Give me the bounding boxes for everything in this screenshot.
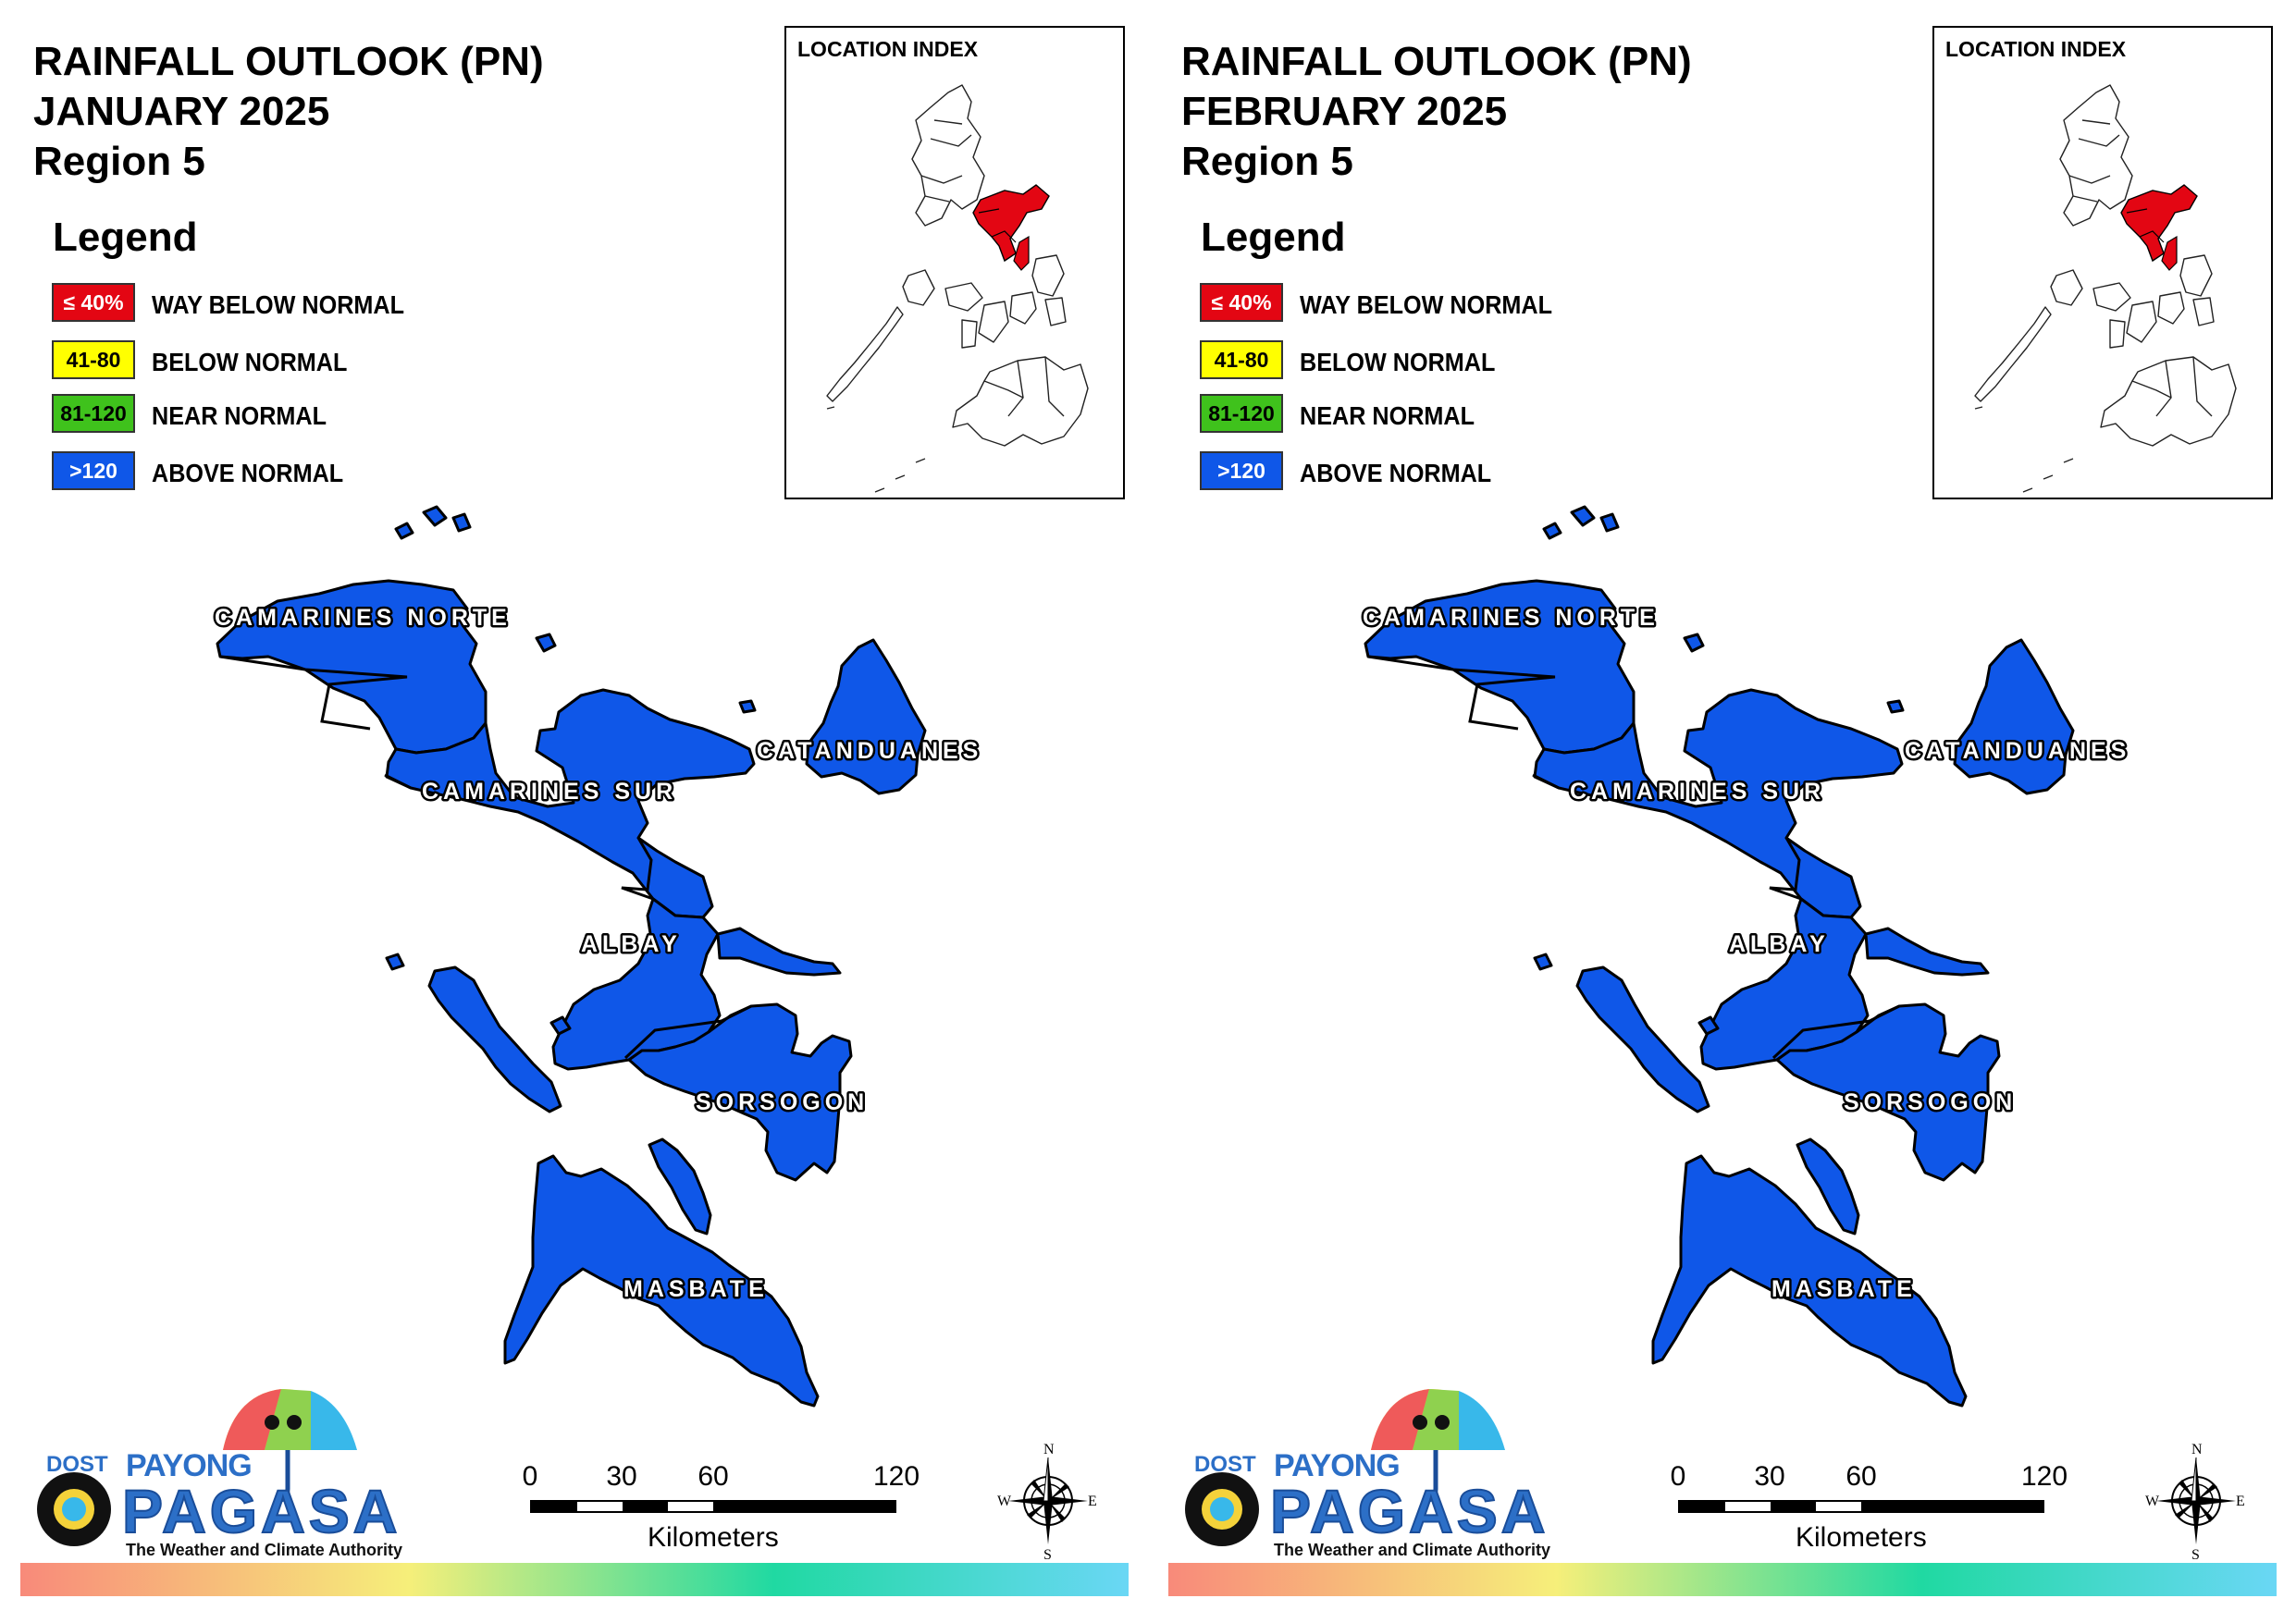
location-index-inset: LOCATION INDEX — [1932, 26, 2273, 499]
province-label-albay: ALBAY — [581, 931, 682, 957]
title-line-2: FEBRUARY 2025 — [1181, 89, 1508, 134]
legend-label: ABOVE NORMAL — [152, 459, 344, 487]
scale-tick: 60 — [697, 1461, 729, 1492]
province-masbate — [503, 1154, 820, 1408]
province-label-sorsogon: SORSOGON — [1844, 1089, 2017, 1115]
region-5-highlight — [972, 184, 1050, 263]
compass-w: W — [2145, 1494, 2160, 1509]
province-catanduanes — [805, 638, 927, 795]
province-camarines-norte — [216, 579, 488, 755]
region-5-highlight — [2120, 184, 2198, 263]
compass-e: E — [2236, 1494, 2245, 1509]
logo-payong: PAYONG — [126, 1448, 253, 1483]
title-line-3: Region 5 — [1181, 139, 1353, 184]
legend-label: NEAR NORMAL — [152, 401, 327, 430]
province-catanduanes — [1953, 638, 2075, 795]
legend-swatch: 81-120 — [52, 394, 135, 433]
province-label-camarines-sur: CAMARINES SUR — [1570, 779, 1825, 805]
location-index-inset: LOCATION INDEX — [784, 26, 1125, 499]
compass-w: W — [997, 1494, 1012, 1509]
legend-swatch: 81-120 — [1200, 394, 1283, 433]
province-label-sorsogon: SORSOGON — [696, 1089, 869, 1115]
province-label-camarines-norte: CAMARINES NORTE — [1363, 605, 1660, 631]
scale-tick: 0 — [1670, 1461, 1686, 1492]
inset-title: LOCATION INDEX — [797, 37, 979, 61]
inset-title: LOCATION INDEX — [1945, 37, 2127, 61]
legend-swatch: >120 — [1200, 451, 1283, 490]
logo-dost: DOST — [1194, 1452, 1256, 1477]
footer-gradient-bar — [1168, 1563, 2277, 1596]
scale-bar: 0 30 60 120 Kilometers — [1666, 1452, 2073, 1554]
legend-swatch: >120 — [52, 451, 135, 490]
legend-swatch: ≤ 40% — [52, 283, 135, 322]
umbrella-logo-icon — [1185, 1388, 1505, 1546]
province-masbate — [1651, 1154, 1968, 1408]
legend-label: ABOVE NORMAL — [1300, 459, 1492, 487]
logo-dost: DOST — [46, 1452, 108, 1477]
province-label-camarines-norte: CAMARINES NORTE — [215, 605, 512, 631]
legend-swatch: ≤ 40% — [1200, 283, 1283, 322]
logo-pagasa: PAGASA — [121, 1476, 401, 1546]
logo-pagasa: PAGASA — [1269, 1476, 1549, 1546]
province-label-catanduanes: CATANDUANES — [1905, 738, 2130, 764]
legend-label: WAY BELOW NORMAL — [152, 290, 405, 319]
legend-title: Legend — [53, 215, 198, 260]
scale-unit: Kilometers — [648, 1522, 779, 1553]
province-label-masbate: MASBATE — [623, 1276, 769, 1302]
map-title: RAINFALL OUTLOOK (PN) JANUARY 2025 Regio… — [33, 37, 544, 187]
philippines-outline — [826, 84, 1089, 493]
province-camarines-sur — [385, 688, 756, 919]
umbrella-logo-icon — [37, 1388, 357, 1546]
province-label-masbate: MASBATE — [1771, 1276, 1917, 1302]
legend-label: BELOW NORMAL — [1300, 348, 1496, 376]
scale-tick: 120 — [2020, 1461, 2068, 1492]
scale-tick: 30 — [1754, 1461, 1785, 1492]
scale-tick: 60 — [1845, 1461, 1877, 1492]
outlook-panel-february: RAINFALL OUTLOOK (PN) FEBRUARY 2025 Regi… — [1148, 0, 2296, 1623]
scale-tick: 0 — [522, 1461, 538, 1492]
province-camarines-sur — [1533, 688, 1904, 919]
scale-unit: Kilometers — [1796, 1522, 1927, 1553]
compass-n: N — [2191, 1442, 2203, 1457]
title-line-1: RAINFALL OUTLOOK (PN) — [1181, 39, 1692, 84]
scale-bar: 0 30 60 120 Kilometers — [518, 1452, 925, 1554]
legend-swatch: 41-80 — [52, 340, 135, 379]
logo-tagline: The Weather and Climate Authority — [126, 1541, 403, 1559]
compass-rose-icon: N E S W — [2145, 1442, 2245, 1561]
province-label-catanduanes: CATANDUANES — [757, 738, 982, 764]
legend-label: BELOW NORMAL — [152, 348, 348, 376]
compass-s: S — [1043, 1547, 1052, 1561]
payong-pagasa-logo: DOST PAYONG PAGASA The Weather and Clima… — [33, 1387, 402, 1563]
title-line-1: RAINFALL OUTLOOK (PN) — [33, 39, 544, 84]
scale-bar-graphic — [1678, 1500, 2044, 1513]
footer-gradient-bar — [20, 1563, 1129, 1596]
compass-e: E — [1088, 1494, 1097, 1509]
province-label-camarines-sur: CAMARINES SUR — [422, 779, 677, 805]
legend-label: WAY BELOW NORMAL — [1300, 290, 1553, 319]
map-title: RAINFALL OUTLOOK (PN) FEBRUARY 2025 Regi… — [1181, 37, 1692, 187]
region-5-map: CAMARINES NORTE CAMARINES SUR CATANDUANE… — [213, 505, 982, 1408]
title-line-3: Region 5 — [33, 139, 205, 184]
legend-swatch: 41-80 — [1200, 340, 1283, 379]
philippines-outline — [1974, 84, 2237, 493]
region-5-map: CAMARINES NORTE CAMARINES SUR CATANDUANE… — [1361, 505, 2130, 1408]
scale-bar-graphic — [530, 1500, 896, 1513]
legend-label: NEAR NORMAL — [1300, 401, 1475, 430]
scale-tick: 30 — [606, 1461, 637, 1492]
compass-s: S — [2191, 1547, 2200, 1561]
province-label-albay: ALBAY — [1729, 931, 1830, 957]
compass-n: N — [1043, 1442, 1055, 1457]
compass-rose-icon: N E S W — [997, 1442, 1097, 1561]
logo-payong: PAYONG — [1274, 1448, 1401, 1483]
legend-title: Legend — [1201, 215, 1346, 260]
logo-tagline: The Weather and Climate Authority — [1274, 1541, 1551, 1559]
title-line-2: JANUARY 2025 — [33, 89, 330, 134]
outlook-panel-january: RAINFALL OUTLOOK (PN) JANUARY 2025 Regio… — [20, 26, 1129, 1596]
payong-pagasa-logo: DOST PAYONG PAGASA The Weather and Clima… — [1181, 1387, 1550, 1563]
province-camarines-norte — [1364, 579, 1636, 755]
scale-tick: 120 — [872, 1461, 920, 1492]
